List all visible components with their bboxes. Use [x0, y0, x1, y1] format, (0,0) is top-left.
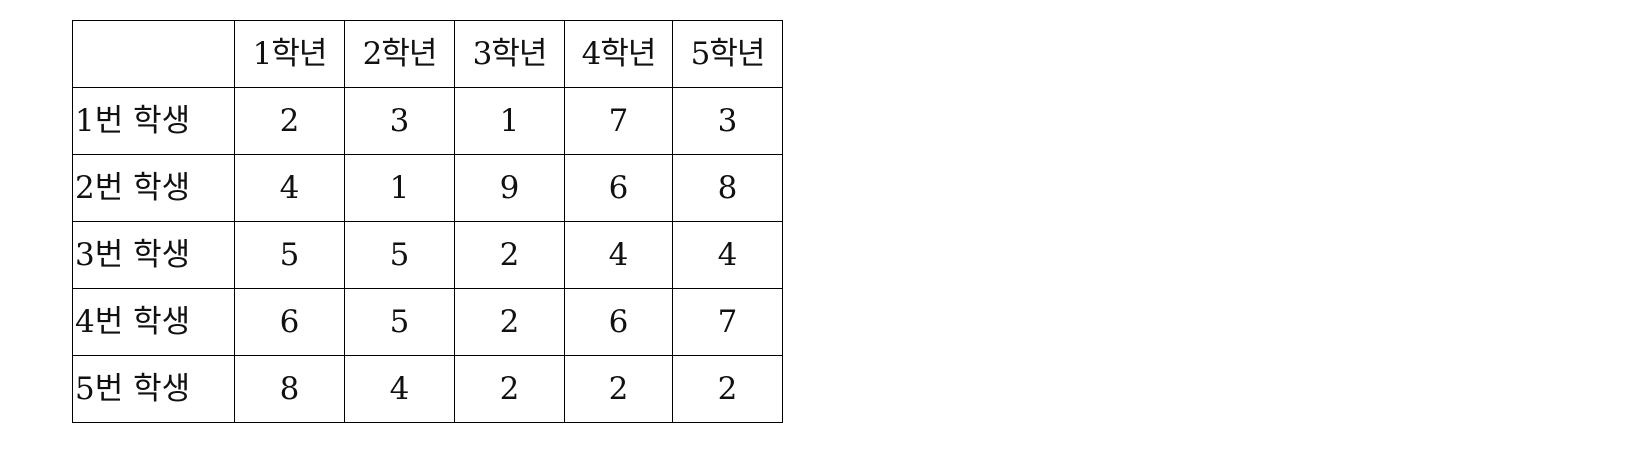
table-cell: 5 [344, 221, 455, 289]
column-header-grade-1: 1학년 [234, 20, 345, 88]
table-cell: 2 [454, 288, 565, 356]
header-row: 1학년 2학년 3학년 4학년 5학년 [72, 20, 783, 88]
table-cell: 2 [454, 355, 565, 423]
table-cell: 7 [564, 87, 673, 155]
table-cell: 3 [344, 87, 455, 155]
table-row: 3번 학생 5 5 2 4 4 [72, 221, 783, 289]
table-cell: 2 [234, 87, 345, 155]
column-header-grade-4: 4학년 [564, 20, 673, 88]
table-cell: 6 [564, 154, 673, 222]
table-cell: 1 [454, 87, 565, 155]
table-row: 1번 학생 2 3 1 7 3 [72, 87, 783, 155]
grade-table: 1학년 2학년 3학년 4학년 5학년 1번 학생 2 3 1 7 3 2번 학… [72, 20, 783, 423]
table-cell: 2 [454, 221, 565, 289]
row-label-student-1: 1번 학생 [72, 87, 235, 155]
table-row: 5번 학생 8 4 2 2 2 [72, 355, 783, 423]
column-header-grade-5: 5학년 [672, 20, 783, 88]
table-cell: 8 [234, 355, 345, 423]
table-cell: 6 [234, 288, 345, 356]
table-cell: 1 [344, 154, 455, 222]
table-cell: 2 [564, 355, 673, 423]
table-cell: 9 [454, 154, 565, 222]
table-row: 4번 학생 6 5 2 6 7 [72, 288, 783, 356]
table-row: 2번 학생 4 1 9 6 8 [72, 154, 783, 222]
table-cell: 5 [344, 288, 455, 356]
corner-cell [72, 20, 235, 88]
table-cell: 8 [672, 154, 783, 222]
table-cell: 4 [344, 355, 455, 423]
table-cell: 7 [672, 288, 783, 356]
row-label-student-3: 3번 학생 [72, 221, 235, 289]
table-cell: 4 [672, 221, 783, 289]
table-cell: 4 [234, 154, 345, 222]
row-label-student-4: 4번 학생 [72, 288, 235, 356]
table-cell: 2 [672, 355, 783, 423]
row-label-student-2: 2번 학생 [72, 154, 235, 222]
table-cell: 3 [672, 87, 783, 155]
row-label-student-5: 5번 학생 [72, 355, 235, 423]
table-cell: 5 [234, 221, 345, 289]
column-header-grade-3: 3학년 [454, 20, 565, 88]
table-cell: 4 [564, 221, 673, 289]
table-cell: 6 [564, 288, 673, 356]
column-header-grade-2: 2학년 [344, 20, 455, 88]
